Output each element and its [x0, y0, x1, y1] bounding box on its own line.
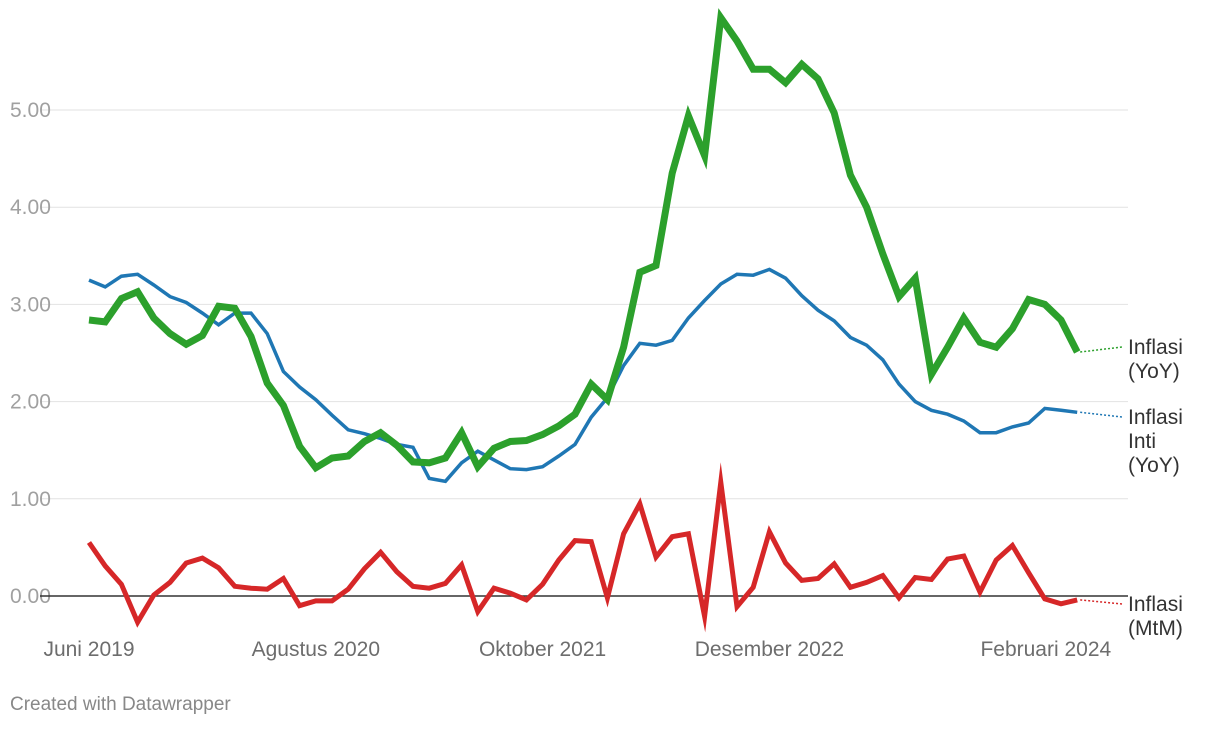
x-tick-label: Desember 2022 — [695, 638, 844, 661]
x-tick-label: Oktober 2021 — [479, 638, 606, 661]
series-label-line: Inflasi — [1128, 336, 1183, 359]
series-label-line: (YoY) — [1128, 360, 1180, 383]
series-label: Inflasi (MtM) — [1128, 593, 1183, 640]
series-label: Inflasi (YoY) — [1128, 336, 1183, 383]
y-tick-label: 2.00 — [10, 391, 51, 414]
x-tick-label: Agustus 2020 — [252, 638, 380, 661]
series-line-inflasi-inti-yoy — [88, 267, 1078, 484]
series-line-inflasi-mtm — [86, 462, 1078, 633]
y-axis-ticks: 0.00 1.00 2.00 3.00 4.00 5.00 — [10, 99, 51, 608]
series-line-inflasi-yoy — [88, 8, 1081, 473]
series-label-line: (YoY) — [1128, 454, 1180, 477]
label-connector — [1080, 411, 1123, 418]
gridlines — [40, 109, 1128, 500]
y-tick-label: 3.00 — [10, 293, 51, 316]
x-tick-label: Februari 2024 — [980, 638, 1111, 661]
x-tick-label: Juni 2019 — [43, 638, 134, 661]
label-connector — [1080, 346, 1123, 353]
series-label-line: Inflasi — [1128, 593, 1183, 616]
series-label-line: Inti — [1128, 430, 1156, 453]
y-tick-label: 0.00 — [10, 585, 51, 608]
series-label-line: Inflasi — [1128, 406, 1183, 429]
footer-credit: Created with Datawrapper — [10, 694, 231, 715]
x-axis-ticks: Juni 2019 Agustus 2020 Oktober 2021 Desembe… — [43, 638, 1111, 661]
y-tick-label: 5.00 — [10, 99, 51, 122]
series-lines — [86, 8, 1081, 633]
y-tick-label: 1.00 — [10, 488, 51, 511]
y-tick-label: 4.00 — [10, 196, 51, 219]
label-connector — [1080, 599, 1123, 605]
series-label: Inflasi Inti (YoY) — [1128, 406, 1183, 477]
series-labels: Inflasi (YoY)Inflasi Inti (YoY)Inflasi (MtM) — [1080, 336, 1183, 640]
line-chart: 0.00 1.00 2.00 3.00 4.00 5.00 Juni 2019 Agustu… — [10, 8, 1183, 661]
series-label-line: (MtM) — [1128, 617, 1183, 640]
